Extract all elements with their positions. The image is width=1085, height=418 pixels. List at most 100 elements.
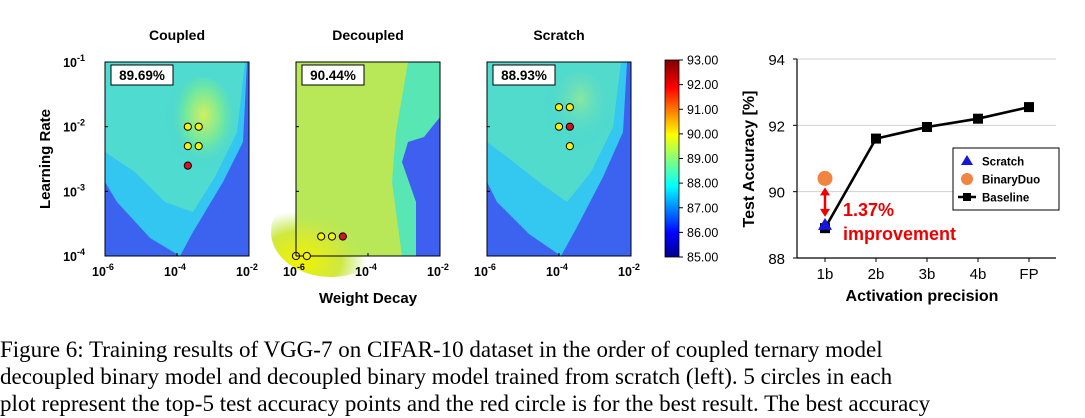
heatmap-panel-decoupled: Decoupled 90.44% 10-6 10-4 10-2 [271, 27, 449, 279]
baseline-point [973, 113, 983, 124]
y-tick-label: 10-3 [63, 182, 85, 199]
colorbar-tick-label: 85.00 [687, 251, 718, 265]
y-tick-label: 90 [768, 185, 785, 202]
x-tick-exponent: -6 [488, 262, 496, 272]
y-tick-label: 10-1 [63, 53, 85, 70]
y-tick-exponent: -4 [77, 247, 85, 257]
x-tick-exponent: -6 [297, 262, 305, 272]
accuracy-badge: 90.44% [310, 68, 356, 83]
colorbar [664, 59, 680, 258]
colorbar-tick-label: 88.00 [687, 177, 718, 191]
x-tick-exponent: -2 [441, 262, 449, 272]
x-tick-label: 10-6 [283, 262, 305, 279]
legend-scratch-marker [961, 155, 973, 165]
legend-label-scratch: Scratch [982, 157, 1024, 169]
x-tick-label: 10-2 [236, 262, 258, 279]
colorbar-tick-label: 86.00 [687, 226, 718, 240]
heatmap-region-peak [162, 77, 238, 187]
colorbar-tick-label: 92.00 [687, 78, 718, 92]
top5-point [554, 103, 564, 112]
binaryduo-point [817, 170, 833, 186]
improvement-label: improvement [843, 224, 956, 244]
x-tick-exponent: -4 [178, 262, 186, 272]
x-tick-label: 2b [868, 266, 885, 283]
arrow-head-up [820, 187, 830, 196]
y-tick-label: 92 [768, 118, 785, 135]
x-tick-label: 10-4 [546, 262, 568, 279]
heatmap-title: Scratch [533, 27, 584, 43]
accuracy-badge-box [492, 64, 556, 86]
caption-line-3: plot represent the top-5 test accuracy p… [0, 391, 931, 416]
top5-point [327, 232, 337, 241]
legend-label-binaryduo: BinaryDuo [982, 175, 1040, 187]
colorbar-tick-label: 91.00 [687, 103, 718, 117]
accuracy-badge: 88.93% [501, 68, 547, 83]
colorbar-tick-label: 87.00 [687, 201, 718, 215]
top5-point [302, 251, 311, 261]
heatmap-x-axis-label: Weight Decay [319, 290, 418, 307]
x-tick-exponent: -4 [369, 262, 377, 272]
y-tick-label: 10-4 [63, 247, 85, 264]
heatmap-panel-scratch: Scratch 88.93% 10-6 10-4 10-2 [474, 27, 640, 279]
y-tick-exponent: -2 [77, 118, 85, 128]
line-chart-x-axis-label: Activation precision [846, 288, 999, 305]
x-tick-label: 4b [970, 266, 987, 283]
x-tick-label: 10-6 [474, 262, 496, 279]
best-result-point [338, 232, 347, 241]
top5-point [183, 122, 192, 131]
heatmap-title: Decoupled [332, 27, 404, 43]
figure-canvas: Coupled 89.69% 10-6 10-4 10-2 10-1 10-2 10-3 10-… [37, 27, 1060, 307]
x-tick-exponent: -2 [250, 262, 258, 272]
x-tick-exponent: -6 [106, 262, 114, 272]
top5-point [565, 103, 574, 112]
arrow-head-down [820, 208, 830, 217]
legend-label-baseline: Baseline [982, 193, 1029, 205]
baseline-point [871, 133, 881, 144]
x-tick-label: 10-2 [618, 262, 640, 279]
top5-point [194, 122, 203, 131]
x-tick-label: 1b [817, 266, 834, 283]
legend-binaryduo-marker [961, 173, 973, 185]
y-tick-exponent: -3 [77, 182, 85, 192]
line-chart: 88 90 92 94 1b 2b 3b 4b FP Test Accuracy [%] Activ… [741, 52, 1060, 305]
improvement-value: 1.37% [843, 200, 894, 220]
accuracy-badge: 89.69% [119, 68, 165, 83]
colorbar-tick-label: 89.00 [687, 152, 718, 166]
best-result-point [183, 161, 192, 170]
top5-point [194, 142, 203, 151]
top5-point [554, 122, 564, 131]
heatmap-region-peak [271, 187, 391, 277]
legend-baseline-marker [963, 193, 971, 201]
line-chart-y-axis-label: Test Accuracy [%] [741, 91, 758, 228]
colorbar-tick-label: 90.00 [687, 127, 718, 141]
top5-point [317, 232, 326, 241]
y-tick-label: 88 [768, 251, 785, 268]
heatmap-region-peak [542, 72, 612, 162]
x-tick-label: 10-4 [355, 262, 377, 279]
top5-point [565, 142, 574, 151]
caption-line-2: decoupled binary model and decoupled bin… [0, 364, 893, 389]
accuracy-badge-box [110, 64, 174, 86]
x-tick-label: 10-6 [92, 262, 114, 279]
x-tick-exponent: -2 [632, 262, 640, 272]
accuracy-badge-box [301, 64, 365, 86]
x-tick-label: 10-4 [164, 262, 186, 279]
baseline-point [922, 121, 932, 132]
colorbar-tick-label: 93.00 [687, 54, 718, 68]
heatmap-title: Coupled [149, 27, 205, 43]
best-result-point [565, 122, 574, 131]
x-tick-exponent: -4 [560, 262, 568, 272]
heatmap-panel-coupled: Coupled 89.69% 10-6 10-4 10-2 10-1 10-2 10-3 10-… [63, 27, 258, 279]
x-tick-label: 10-2 [427, 262, 449, 279]
scratch-point [818, 217, 832, 230]
caption-line-1: Figure 6: Training results of VGG-7 on C… [0, 337, 883, 362]
heatmap-y-axis-label: Learning Rate [37, 109, 54, 209]
line-chart-legend: Scratch BinaryDuo Baseline [952, 147, 1060, 211]
improvement-arrow [820, 187, 830, 217]
y-tick-label: 94 [768, 52, 785, 69]
baseline-point [1024, 102, 1034, 113]
y-tick-exponent: -1 [77, 53, 85, 63]
y-tick-label: 10-2 [63, 118, 85, 135]
x-tick-label: FP [1019, 266, 1038, 283]
top5-point [183, 142, 192, 151]
